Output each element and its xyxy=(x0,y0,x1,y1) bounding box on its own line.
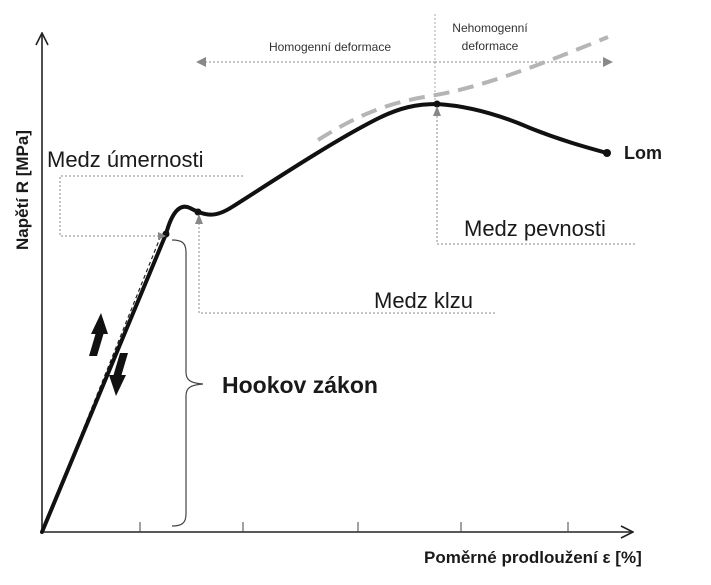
stress-strain-curve xyxy=(40,102,609,534)
tensile-strength-arrowhead xyxy=(433,106,441,116)
elastic-dashed-line xyxy=(41,232,163,533)
proportional-limit-arrowhead xyxy=(158,232,166,240)
tensile-strength-label: Medz pevnosti xyxy=(464,216,606,241)
fracture-label: Lom xyxy=(624,143,662,163)
proportional-limit-label: Medz úmernosti xyxy=(47,147,204,172)
fracture-point xyxy=(603,149,611,157)
homogeneous-deformation-label: Homogenní deformace xyxy=(269,40,391,54)
yield-point-label: Medz klzu xyxy=(374,288,473,313)
true-stress-curve xyxy=(316,35,609,142)
yield-point-arrowhead xyxy=(195,214,203,224)
tensile-strength-leader xyxy=(436,116,636,245)
hookes-law-brace xyxy=(171,239,204,527)
yield-point xyxy=(194,208,202,216)
loading-arrow-icon xyxy=(89,313,108,356)
hookes-law-label: Hookov zákon xyxy=(222,372,378,398)
inhomogeneous-deformation-label-line1: Nehomogenní xyxy=(452,21,528,35)
x-axis-label: Poměrné prodloužení ε [%] xyxy=(424,548,642,567)
tensile-strength-point xyxy=(433,100,441,108)
y-axis-label: Napětí R [MPa] xyxy=(13,130,32,250)
proportional-limit-leader xyxy=(59,175,243,237)
unloading-arrow-icon xyxy=(109,353,128,396)
inhomogeneous-deformation-label-line2: deformace xyxy=(462,39,519,53)
yield-point-leader xyxy=(198,224,495,314)
x-axis-ticks xyxy=(139,522,569,532)
